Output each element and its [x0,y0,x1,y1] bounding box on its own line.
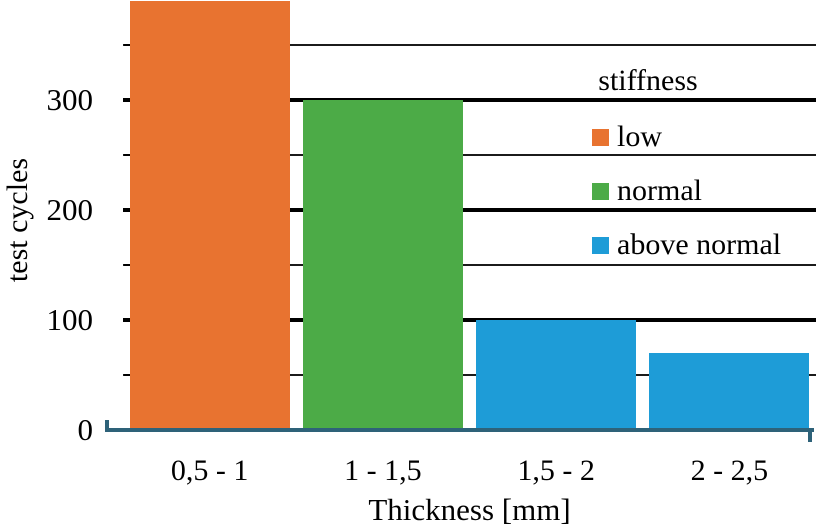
y-minor-tick [124,44,130,47]
bar-2---2-5 [649,353,810,430]
x-axis-line-left-end [105,420,109,432]
legend-label: above normal [617,228,782,261]
legend-swatch-low [592,128,609,146]
minor-gridline [123,154,816,157]
y-minor-tick [124,264,130,267]
x-axis-line-right-end [808,430,812,442]
bar-1-5---2 [476,320,637,430]
legend-label: low [617,120,662,153]
legend-item-normal: normal [592,171,702,211]
x-tick-label: 2 - 2,5 [690,454,769,487]
minor-gridline [123,374,816,376]
y-minor-tick [124,374,130,376]
y-major-tick [124,318,132,323]
y-tick-label: 200 [46,192,94,228]
y-major-tick [124,208,132,213]
legend-item-low: low [592,117,662,157]
major-gridline [123,208,816,213]
minor-gridline [123,264,816,267]
legend-swatch-above-normal [592,236,609,254]
x-axis-line [105,428,814,432]
x-tick-label: 0,5 - 1 [170,454,249,487]
x-tick-label: 1 - 1,5 [344,454,422,487]
bar-0-5---1 [129,1,290,430]
major-gridline [123,98,816,103]
y-tick-label: 0 [77,412,94,447]
major-gridline [123,318,816,323]
y-tick-label: 300 [46,82,94,118]
legend-title: stiffness [598,64,698,97]
minor-gridline [123,44,816,47]
plot-area [123,0,816,430]
legend-item-above-normal: above normal [592,225,781,265]
x-axis-title: Thickness [mm] [368,492,571,527]
legend-swatch-normal [592,182,609,200]
y-tick-label: 100 [46,302,94,338]
legend-label: normal [617,174,702,207]
x-tick-label: 1,5 - 2 [517,454,595,487]
y-major-tick [124,98,132,103]
y-minor-tick [124,154,130,157]
bar-1---1-5 [302,100,463,430]
